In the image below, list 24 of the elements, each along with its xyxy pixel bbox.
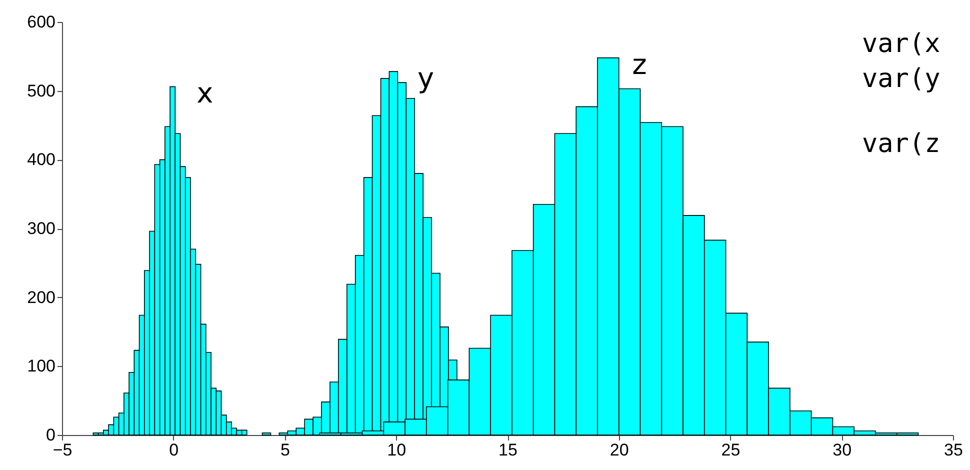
x-tick-label: 5 xyxy=(280,440,290,460)
y-tick-label: 200 xyxy=(27,288,56,307)
y-tick-label: 400 xyxy=(27,150,56,170)
x-tick-label: −5 xyxy=(52,440,72,460)
bar xyxy=(262,432,272,436)
x-tick-label: 35 xyxy=(944,440,963,460)
y-tick-label: 100 xyxy=(27,356,56,376)
annotation: var(y xyxy=(862,64,940,94)
x-tick-label: 25 xyxy=(721,440,740,460)
y-tick-label: 0 xyxy=(46,426,56,444)
x-tick-label: 0 xyxy=(169,440,179,460)
series-label: z xyxy=(632,48,647,81)
x-tick-label: 20 xyxy=(610,440,629,460)
series-label: y xyxy=(417,62,434,95)
annotation: var(x xyxy=(862,29,940,59)
series-label: x xyxy=(196,76,214,110)
x-tick-label: 10 xyxy=(387,440,406,460)
bar xyxy=(92,432,99,436)
y-tick-label: 600 xyxy=(27,12,56,32)
x-tick-label: 15 xyxy=(498,440,518,460)
y-tick-label: 300 xyxy=(27,219,56,238)
annotation: var(z xyxy=(862,129,940,159)
x-tick-label: 30 xyxy=(832,440,852,460)
y-tick-label: 500 xyxy=(27,81,56,100)
